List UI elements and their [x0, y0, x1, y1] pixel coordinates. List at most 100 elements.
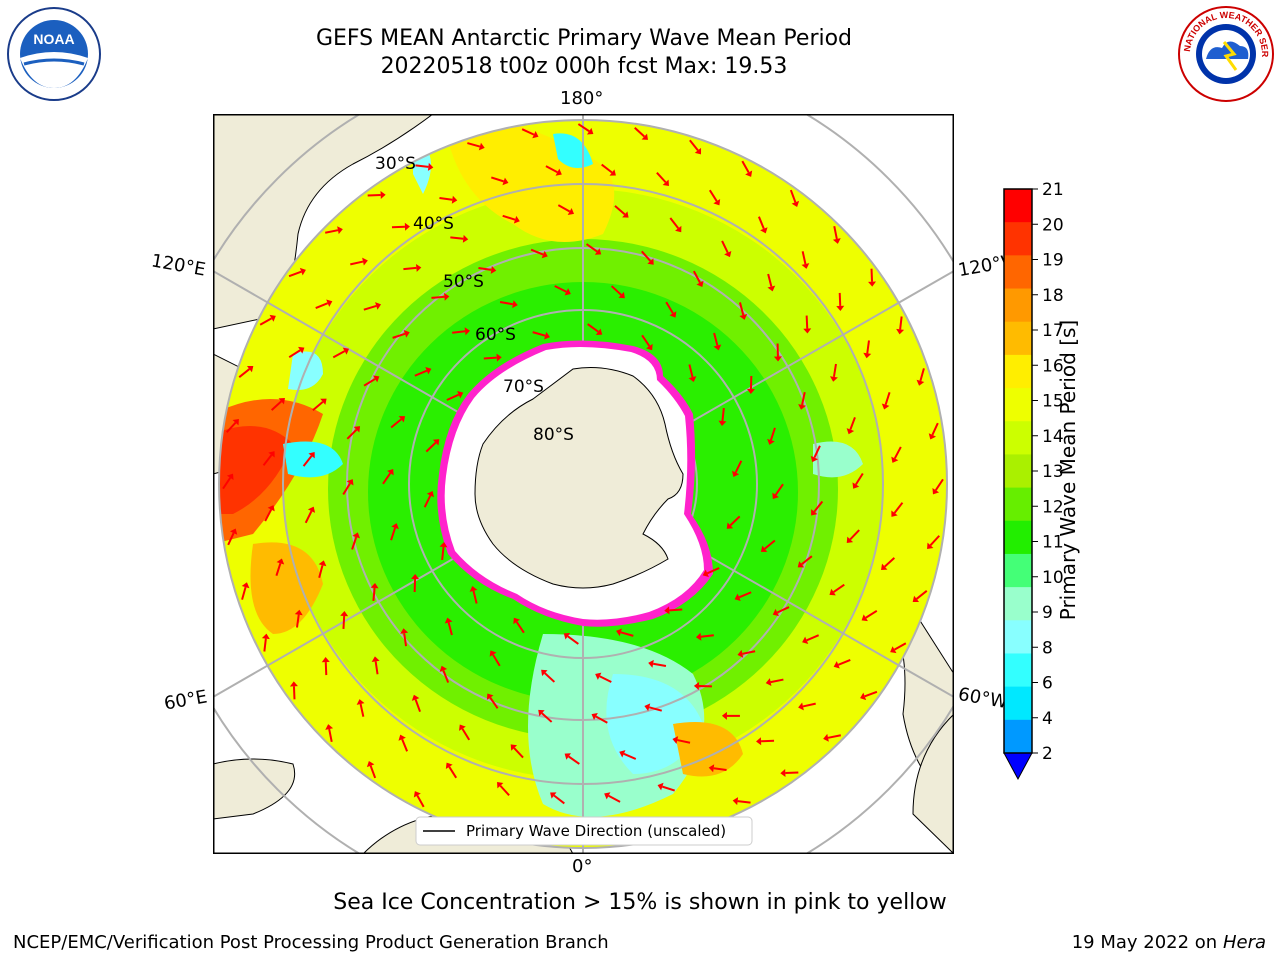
wave-arrow-shaft	[332, 350, 346, 359]
wave-arrow-head	[276, 558, 285, 565]
nws-logo: NATIONAL WEATHER SERVICE	[1176, 4, 1274, 102]
wave-arrow-head	[497, 782, 504, 789]
wave-arrow-shaft	[544, 672, 556, 683]
wave-arrow-head	[846, 536, 854, 544]
wave-arrow-head	[564, 753, 572, 760]
wave-arrow-shaft	[318, 564, 324, 579]
wave-arrow-head	[791, 200, 800, 207]
wave-arrow-head	[912, 595, 920, 603]
wave-arrow-shaft	[262, 454, 273, 466]
wave-arrow-shaft	[441, 546, 445, 561]
wave-arrow-head	[502, 177, 509, 186]
lon-label-60e: 60°E	[162, 686, 209, 715]
wave-arrow-head	[320, 398, 327, 405]
wave-arrow-shaft	[934, 478, 944, 491]
wave-arrow-shaft	[483, 356, 497, 360]
wave-arrow-shaft	[741, 160, 750, 173]
wave-arrow-head	[829, 588, 836, 596]
colorbar-extend-arrow	[1003, 752, 1033, 781]
date-text: 19 May 2022 on	[1071, 932, 1218, 953]
lon-label-0: 0°	[572, 856, 593, 877]
chart-subtitle: 20220518 t00z 000h fcst Max: 19.53	[380, 54, 788, 79]
wave-arrow-head	[724, 250, 732, 258]
wave-arrow-head	[375, 302, 382, 310]
colorbar-band	[1004, 487, 1032, 522]
wave-arrow-shaft	[827, 734, 842, 739]
wave-arrow-head	[760, 545, 768, 552]
lat-label-30s: 30°S	[375, 154, 416, 174]
wave-arrow-shaft	[742, 650, 756, 655]
wave-arrow-shaft	[837, 658, 851, 666]
wave-arrow-shaft	[789, 189, 797, 203]
wave-arrow-head	[380, 190, 386, 199]
wave-arrow-head	[832, 238, 841, 244]
wave-arrow-head	[299, 267, 306, 276]
wave-arrow-shaft	[729, 515, 741, 527]
wave-arrow-shaft	[832, 363, 837, 377]
wave-arrow-head	[352, 532, 361, 539]
run-date: 19 May 2022 on Hera	[1072, 932, 1266, 953]
wave-arrow-shaft	[350, 260, 364, 266]
wave-arrow-shaft	[894, 642, 907, 651]
colorbar: 21 20 19 18 17 16 15 14 13 12 11 10 9 8 6 4 2	[1003, 180, 1064, 781]
wave-arrow-shaft	[259, 317, 272, 326]
wave-arrow-head	[860, 692, 867, 701]
wave-arrow-head	[391, 523, 399, 530]
wave-arrow-shaft	[392, 332, 406, 339]
colorbar-tick-label: 2	[1042, 744, 1053, 764]
wave-arrow-head	[772, 608, 779, 617]
wave-arrow-shaft	[264, 509, 273, 522]
wave-arrow-shaft	[884, 557, 896, 568]
wave-arrow-shaft	[656, 171, 667, 183]
wave-arrow-head	[737, 649, 744, 658]
wave-arrow-head	[439, 542, 448, 548]
wave-arrow-head	[586, 127, 594, 135]
wave-arrow-head	[646, 343, 653, 351]
wave-arrow-head	[371, 656, 380, 662]
wave-arrow-shaft	[767, 273, 773, 287]
wave-arrow-head	[321, 657, 330, 663]
wave-arrow-shaft	[776, 606, 790, 614]
wave-arrow-shaft	[864, 690, 878, 698]
wave-arrow-head	[496, 353, 502, 362]
wave-arrow-shaft	[263, 638, 267, 652]
colorbar-band	[1004, 553, 1032, 588]
wave-arrow-head	[490, 265, 497, 274]
wave-arrow-head	[641, 133, 648, 140]
wave-arrow-shaft	[577, 123, 590, 133]
wave-arrow-head	[595, 328, 603, 335]
colorbar-band	[1004, 388, 1032, 422]
wave-arrow-head	[298, 346, 305, 354]
wave-arrow-head	[289, 681, 298, 687]
wave-arrow-shaft	[467, 142, 481, 148]
wave-arrow-head	[550, 792, 557, 799]
wave-arrow-head	[398, 416, 406, 423]
lat-label-60s: 60°S	[475, 325, 516, 345]
colorbar-band	[1004, 321, 1032, 356]
wave-arrow-shaft	[423, 495, 432, 508]
wave-arrow-shaft	[521, 128, 535, 136]
wave-arrow-head	[241, 582, 250, 589]
wave-arrow-head	[619, 750, 626, 758]
colorbar-tick-label: 9	[1042, 603, 1053, 623]
wave-arrow-head	[732, 797, 739, 806]
wave-arrow-shaft	[227, 532, 235, 546]
colorbar-band	[1004, 222, 1032, 256]
wave-arrow-head	[538, 709, 545, 717]
wave-arrow-head	[415, 263, 422, 272]
wave-arrow-shaft	[884, 391, 891, 405]
wave-arrow-shaft	[568, 755, 580, 765]
lon-label-180: 180°	[560, 88, 604, 109]
wave-arrow-head	[713, 344, 722, 351]
wave-arrow-head	[469, 586, 478, 592]
wave-arrow-shaft	[502, 214, 516, 221]
wave-arrow-head	[772, 492, 779, 500]
wave-arrow-shaft	[764, 539, 776, 550]
wave-arrow-head	[403, 330, 410, 338]
wave-arrow-head	[647, 258, 654, 265]
wave-arrow-head	[695, 632, 702, 641]
wave-arrow-shaft	[545, 165, 558, 174]
map-frame	[213, 114, 954, 854]
wave-arrow-head	[232, 419, 239, 426]
wave-arrow-head	[618, 291, 625, 299]
